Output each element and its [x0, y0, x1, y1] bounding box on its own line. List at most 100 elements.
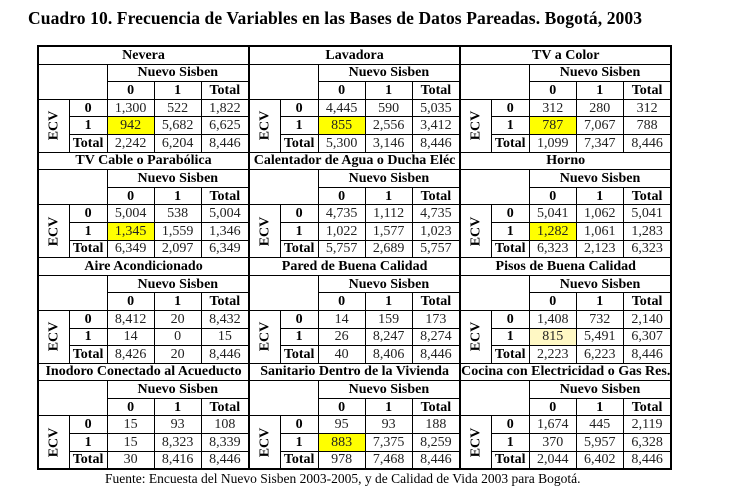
col-header-total: Total	[622, 186, 672, 206]
col-header-total: Total	[622, 292, 672, 311]
col-header-0: 0	[317, 397, 366, 417]
value-cell: 312	[528, 98, 577, 118]
row-label: Total	[490, 133, 530, 153]
value-cell: 8,446	[622, 450, 672, 470]
value-cell: 5,757	[411, 239, 461, 259]
ecv-text: ECV	[468, 427, 484, 458]
value-cell: 7,468	[364, 450, 413, 470]
highlighted-cell: 883	[317, 433, 366, 452]
table-row: Nuevo Sisben Nuevo Sisben Nuevo Sisben	[37, 169, 672, 206]
nuevo-sisben-header: Nuevo Sisben	[528, 169, 672, 188]
highlighted-cell: 855	[317, 116, 366, 135]
value-cell: 8,339	[200, 433, 250, 452]
col-header-total: Total	[200, 186, 250, 206]
panel-title: Sanitario Dentro de la Vivienda	[248, 362, 461, 382]
col-header-0: 0	[528, 81, 577, 100]
value-cell: 4,735	[411, 204, 461, 223]
value-cell: 108	[200, 415, 250, 435]
panel-title: Nevera	[37, 45, 250, 65]
col-header-1: 1	[364, 81, 413, 100]
panel-title: Pisos de Buena Calidad	[459, 257, 672, 276]
ecv-text: ECV	[257, 216, 273, 247]
panel-title: TV a Color	[459, 45, 672, 65]
value-cell: 3,412	[411, 116, 461, 135]
value-cell: 2,556	[364, 116, 413, 135]
value-cell: 7,375	[364, 433, 413, 452]
ecv-label: ECV	[37, 204, 70, 259]
table-title: Cuadro 10. Frecuencia de Variables en la…	[28, 8, 643, 28]
value-cell: 1,283	[622, 221, 672, 241]
nuevo-sisben-header: Nuevo Sisben	[106, 63, 250, 83]
value-cell: 5,035	[411, 98, 461, 118]
table-row: 1 1,345 1,559 1,346 1 1,022 1,577 1,023 1 1,282 1,…	[38, 221, 672, 241]
ecv-label: ECV	[248, 98, 281, 153]
table-row: 0 1 Total 0 1 Total 0 1 Total	[38, 397, 672, 417]
value-cell: 6,349	[200, 239, 250, 259]
table-row: Nuevo Sisben Nuevo Sisben Nuevo Sisben	[37, 274, 672, 311]
value-cell: 8,406	[364, 345, 413, 364]
col-header-0: 0	[528, 186, 577, 206]
col-header-total: Total	[200, 397, 250, 417]
row-label: 1	[279, 433, 319, 452]
corner-cell	[459, 169, 530, 206]
row-label: 0	[490, 415, 530, 435]
row-label: 0	[279, 309, 319, 329]
row-label: 1	[68, 433, 108, 452]
value-cell: 15	[106, 433, 155, 452]
col-header-total: Total	[411, 292, 461, 311]
ecv-label: ECV	[37, 309, 70, 364]
corner-cell	[459, 63, 530, 100]
value-cell: 1,559	[153, 221, 202, 241]
value-cell: 5,957	[575, 433, 624, 452]
col-header-0: 0	[528, 292, 577, 311]
value-cell: 2,097	[153, 239, 202, 259]
nuevo-sisben-header: Nuevo Sisben	[317, 63, 461, 83]
ecv-text: ECV	[257, 322, 273, 352]
col-header-0: 0	[528, 397, 577, 417]
row-label: Total	[68, 345, 108, 364]
row-label: 0	[279, 98, 319, 118]
table-row: 0 1 Total 0 1 Total 0 1 Total	[38, 292, 672, 311]
col-header-1: 1	[364, 292, 413, 311]
value-cell: 3,146	[364, 133, 413, 153]
row-label: Total	[279, 239, 319, 259]
value-cell: 6,625	[200, 116, 250, 135]
row-label: 0	[490, 98, 530, 118]
row-label: 1	[279, 221, 319, 241]
corner-cell	[248, 274, 319, 311]
ecv-label: ECV	[248, 204, 281, 259]
col-header-1: 1	[153, 292, 202, 311]
nuevo-sisben-header: Nuevo Sisben	[317, 274, 461, 294]
ecv-text: ECV	[46, 322, 62, 352]
table-row: 0 1 Total 0 1 Total 0 1 Total	[38, 186, 672, 206]
table-row: Nevera Lavadora TV a Color	[37, 45, 672, 65]
value-cell: 1,022	[317, 221, 366, 241]
col-header-0: 0	[317, 186, 366, 206]
table-row: Nuevo Sisben Nuevo Sisben Nuevo Sisben	[37, 380, 672, 417]
table-row: ECV 0 1,300 522 1,822 ECV 0 4,445 590 5,035 ECV 0 31…	[37, 98, 672, 153]
value-cell: 14	[106, 327, 155, 347]
col-header-0: 0	[106, 397, 155, 417]
value-cell: 4,735	[317, 204, 366, 223]
ecv-label: ECV	[248, 415, 281, 470]
value-cell: 2,223	[528, 345, 577, 364]
table-row: Inodoro Conectado al Acueducto Sanitario …	[37, 362, 672, 382]
highlighted-cell: 942	[106, 116, 155, 135]
table-row: 1 942 5,682 6,625 1 855 2,556 3,412 1 787 7,067 788	[38, 116, 672, 135]
col-header-0: 0	[317, 292, 366, 311]
corner-cell	[248, 63, 319, 100]
value-cell: 5,682	[153, 116, 202, 135]
ecv-label: ECV	[37, 98, 70, 153]
value-cell: 5,041	[622, 204, 672, 223]
value-cell: 8,323	[153, 433, 202, 452]
value-cell: 8,426	[106, 345, 155, 364]
col-header-1: 1	[364, 186, 413, 206]
value-cell: 20	[153, 345, 202, 364]
value-cell: 7,347	[575, 133, 624, 153]
row-label: 0	[490, 204, 530, 223]
col-header-1: 1	[153, 397, 202, 417]
table-row: ECV 0 8,412 20 8,432 ECV 0 14 159 173 ECV 0 1,408 732…	[37, 309, 672, 364]
row-label: Total	[279, 133, 319, 153]
table-row: Total 2,242 6,204 8,446 Total 5,300 3,146 8,446…	[38, 133, 672, 153]
col-header-1: 1	[153, 81, 202, 100]
